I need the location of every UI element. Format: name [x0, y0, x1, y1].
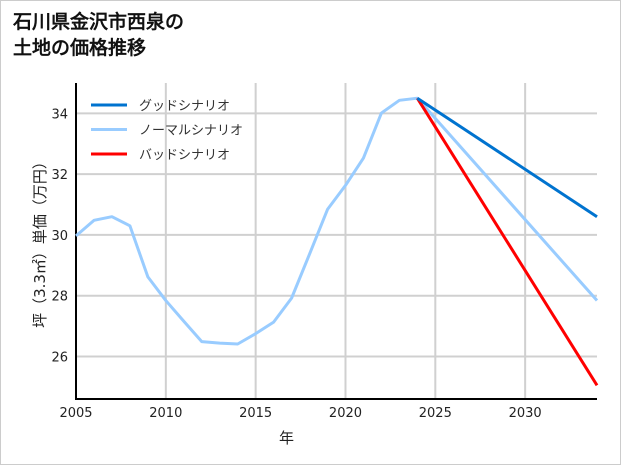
series-line-2 [416, 97, 599, 387]
y-tick-label: 32 [51, 168, 68, 183]
x-tick-label: 2025 [419, 406, 452, 421]
y-tick-label: 28 [51, 290, 68, 305]
legend-label: グッドシナリオ [139, 99, 230, 114]
chart-title: 石川県金沢市西泉の 土地の価格推移 [13, 9, 184, 61]
x-axis-label: 年 [279, 429, 294, 447]
y-tick-label: 26 [51, 350, 68, 365]
y-tick-label: 30 [51, 229, 68, 244]
series-line-0 [416, 96, 598, 218]
series-line-1 [75, 96, 599, 346]
x-tick-label: 2020 [329, 406, 362, 421]
title-line-1: 石川県金沢市西泉の [13, 11, 185, 33]
x-tick-label: 2015 [239, 406, 272, 421]
y-axis-label: 坪（3.3㎡）単価（万円） [31, 154, 49, 328]
x-tick-label: 2010 [149, 406, 182, 421]
legend-label: バッドシナリオ [139, 148, 230, 163]
y-tick-label: 34 [51, 107, 68, 122]
legend-label: ノーマルシナリオ [139, 124, 243, 139]
x-tick-label: 2005 [59, 406, 92, 421]
title-line-2: 土地の価格推移 [13, 37, 147, 59]
x-tick-label: 2030 [509, 406, 542, 421]
